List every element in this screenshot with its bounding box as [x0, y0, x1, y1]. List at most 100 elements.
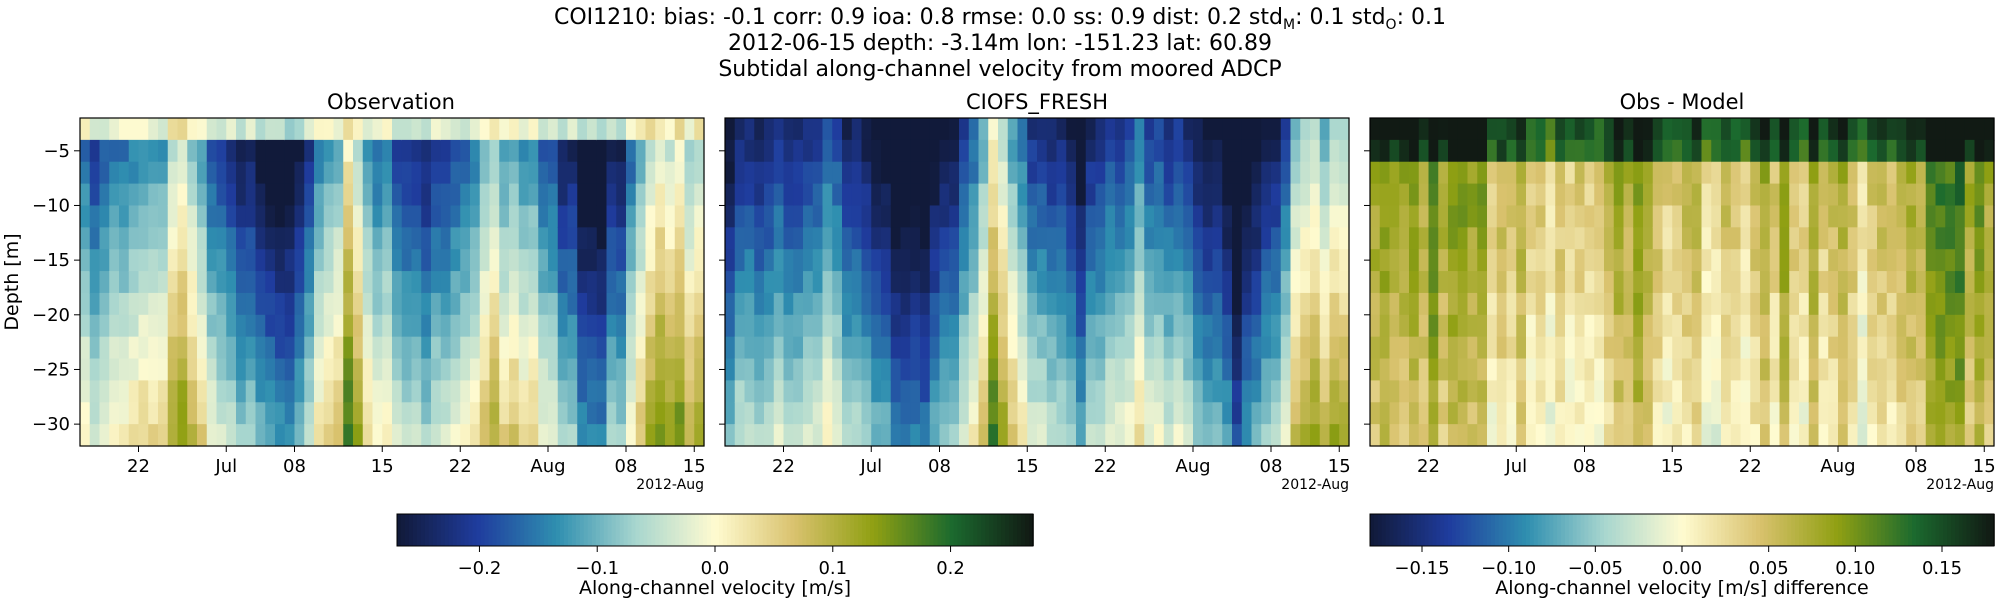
heatmap-cell	[920, 249, 931, 272]
heatmap-cell	[635, 249, 647, 272]
heatmap-cell	[1095, 402, 1106, 425]
heatmap-cell	[1202, 183, 1214, 207]
suptitle-line2: 2012-06-15 depth: -3.14m lon: -151.23 la…	[728, 31, 1272, 56]
colorbar-segment	[619, 514, 625, 546]
colorbar-segment	[699, 514, 704, 546]
colorbar-segment	[1553, 514, 1558, 546]
heatmap-cell	[1877, 292, 1888, 316]
y-axis-label: Depth [m]	[1, 233, 23, 330]
heatmap-cell	[1672, 205, 1683, 228]
heatmap-cell	[968, 249, 980, 272]
heatmap-cell	[1516, 402, 1527, 425]
heatmap-cell	[1329, 424, 1340, 447]
heatmap-cell	[910, 249, 921, 272]
heatmap-cell	[1251, 424, 1262, 447]
heatmap-cell	[216, 314, 227, 338]
heatmap-cell	[1955, 161, 1966, 185]
heatmap-cell	[1613, 183, 1625, 207]
heatmap-cell	[1623, 402, 1634, 425]
colorbar-segment	[1401, 514, 1406, 546]
heatmap-cell	[929, 139, 941, 163]
x-tick-label: 15	[1016, 456, 1039, 477]
heatmap-cell	[754, 183, 765, 207]
heatmap-cell	[998, 139, 1009, 163]
heatmap-cell	[236, 358, 247, 381]
heatmap-cell	[793, 292, 804, 316]
heatmap-cell	[1916, 358, 1927, 381]
heatmap-cell	[557, 227, 569, 250]
colorbar-segment	[420, 514, 426, 546]
heatmap-cell	[1545, 292, 1556, 316]
heatmap-cell	[1799, 183, 1810, 207]
heatmap-cell	[1545, 380, 1556, 403]
heatmap-cell	[236, 314, 247, 338]
colorbar-segment	[1709, 514, 1714, 546]
heatmap-cell	[284, 139, 296, 163]
heatmap-cell	[1027, 402, 1038, 425]
heatmap-cell	[1769, 227, 1781, 250]
heatmap-cell	[1584, 292, 1595, 316]
heatmap-cell	[1906, 139, 1917, 163]
heatmap-cell	[1935, 183, 1946, 207]
heatmap-cell	[1280, 424, 1292, 447]
heatmap-cell	[1027, 271, 1038, 294]
heatmap-cell	[959, 249, 970, 272]
heatmap-cell	[988, 336, 999, 360]
heatmap-cell	[754, 271, 765, 294]
heatmap-cell	[167, 292, 179, 316]
heatmap-cell	[1085, 314, 1097, 338]
heatmap-cell	[197, 292, 208, 316]
heatmap-cell	[1418, 205, 1430, 228]
heatmap-cell	[323, 358, 335, 381]
heatmap-cell	[421, 292, 432, 316]
heatmap-cell	[1399, 227, 1410, 250]
heatmap-cell	[216, 183, 227, 207]
heatmap-cell	[587, 358, 598, 381]
heatmap-cell	[754, 118, 765, 141]
heatmap-cell	[275, 292, 286, 316]
heatmap-cell	[1847, 118, 1859, 141]
heatmap-cell	[470, 205, 481, 228]
colorbar-segment	[953, 514, 959, 546]
heatmap-cell	[939, 336, 950, 360]
heatmap-cell	[587, 380, 598, 403]
heatmap-cell	[1955, 336, 1966, 360]
heatmap-cell	[1867, 292, 1878, 316]
heatmap-cell	[1370, 271, 1381, 294]
heatmap-cell	[734, 314, 746, 338]
heatmap-cell	[499, 249, 510, 272]
heatmap-cell	[1066, 402, 1077, 425]
colorbar-segment	[1646, 514, 1652, 546]
colorbar-segment	[1455, 514, 1461, 546]
heatmap-cell	[1261, 205, 1272, 228]
heatmap-cell	[626, 380, 637, 403]
heatmap-cell	[1163, 402, 1175, 425]
heatmap-cell	[158, 336, 169, 360]
heatmap-cell	[323, 271, 335, 294]
heatmap-cell	[158, 402, 169, 425]
heatmap-cell	[479, 336, 491, 360]
heatmap-cell	[1643, 314, 1654, 338]
heatmap-cell	[1261, 424, 1272, 447]
heatmap-cell	[80, 118, 91, 141]
heatmap-cell	[440, 424, 452, 447]
heatmap-cell	[684, 227, 695, 250]
heatmap-cell	[1535, 402, 1547, 425]
heatmap-cell	[910, 271, 921, 294]
heatmap-cell	[177, 205, 188, 228]
heatmap-cell	[606, 271, 617, 294]
heatmap-cell	[1183, 292, 1194, 316]
heatmap-cell	[1604, 183, 1615, 207]
heatmap-cell	[968, 227, 980, 250]
heatmap-cell	[725, 336, 736, 360]
heatmap-cell	[431, 424, 442, 447]
heatmap-cell	[635, 292, 647, 316]
heatmap-cell	[1701, 292, 1712, 316]
heatmap-cell	[1779, 336, 1790, 360]
heatmap-cell	[694, 249, 705, 272]
heatmap-cell	[1838, 292, 1849, 316]
heatmap-cell	[1418, 336, 1430, 360]
heatmap-cell	[635, 183, 647, 207]
heatmap-cell	[1241, 314, 1253, 338]
heatmap-cell	[1838, 161, 1849, 185]
